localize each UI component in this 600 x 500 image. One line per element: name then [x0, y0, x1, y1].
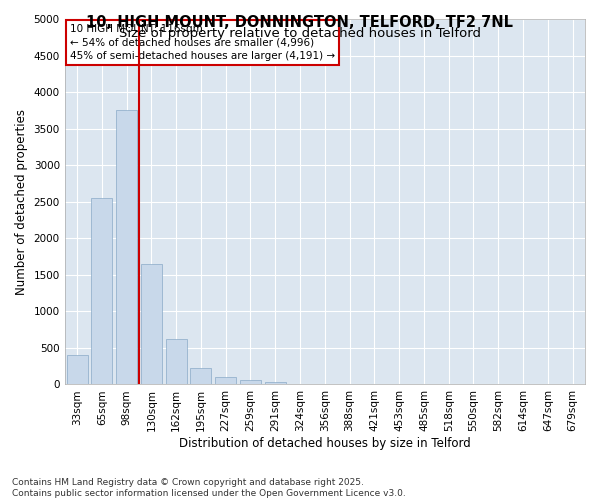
Text: Size of property relative to detached houses in Telford: Size of property relative to detached ho… [119, 28, 481, 40]
Bar [166, 339, 187, 384]
Text: 10, HIGH MOUNT, DONNINGTON, TELFORD, TF2 7NL: 10, HIGH MOUNT, DONNINGTON, TELFORD, TF2… [86, 15, 514, 30]
Bar [91, 198, 112, 384]
Bar [215, 377, 236, 384]
Bar [116, 110, 137, 384]
Bar [190, 368, 211, 384]
Text: 10 HIGH MOUNT: 116sqm
← 54% of detached houses are smaller (4,996)
45% of semi-d: 10 HIGH MOUNT: 116sqm ← 54% of detached … [70, 24, 335, 61]
Y-axis label: Number of detached properties: Number of detached properties [15, 108, 28, 294]
Bar [141, 264, 162, 384]
Bar [240, 380, 261, 384]
Bar [265, 382, 286, 384]
X-axis label: Distribution of detached houses by size in Telford: Distribution of detached houses by size … [179, 437, 471, 450]
Text: Contains HM Land Registry data © Crown copyright and database right 2025.
Contai: Contains HM Land Registry data © Crown c… [12, 478, 406, 498]
Bar [67, 355, 88, 384]
